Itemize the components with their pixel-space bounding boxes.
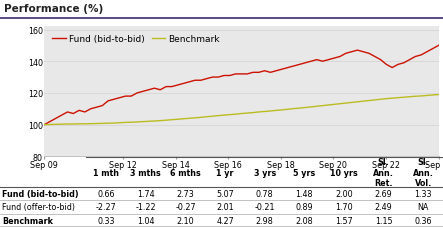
Text: Fund (offer-to-bid): Fund (offer-to-bid) [2, 202, 75, 211]
Text: Sl.
Ann.
Ret.: Sl. Ann. Ret. [373, 158, 394, 187]
Text: 2.49: 2.49 [375, 202, 392, 211]
Text: 2.98: 2.98 [256, 216, 274, 225]
Text: Performance (%): Performance (%) [4, 4, 104, 14]
Fund (bid-to-bid) [94, 106, 99, 109]
Line: Fund (bid-to-bid): Fund (bid-to-bid) [44, 46, 439, 125]
Text: 1.74: 1.74 [137, 189, 155, 198]
Benchmark [42, 124, 47, 126]
Text: -2.27: -2.27 [96, 202, 117, 211]
Text: 10 yrs: 10 yrs [330, 168, 358, 177]
Text: 3 yrs: 3 yrs [253, 168, 276, 177]
Fund (bid-to-bid) [169, 86, 175, 89]
Benchmark [117, 122, 122, 125]
Fund (bid-to-bid) [70, 113, 76, 115]
Fund (bid-to-bid) [436, 45, 441, 47]
Text: -0.27: -0.27 [175, 202, 196, 211]
Text: 4.27: 4.27 [216, 216, 234, 225]
Text: 1 yr: 1 yr [216, 168, 234, 177]
Fund (bid-to-bid) [175, 84, 180, 87]
Text: 0.33: 0.33 [97, 216, 115, 225]
Benchmark [268, 110, 273, 113]
Text: 2.00: 2.00 [335, 189, 353, 198]
Text: 2.10: 2.10 [177, 216, 194, 225]
Text: NA: NA [417, 202, 429, 211]
Text: Sl.
Ann.
Vol.: Sl. Ann. Vol. [413, 158, 434, 187]
Text: 1.48: 1.48 [295, 189, 313, 198]
Text: 6 mths: 6 mths [170, 168, 201, 177]
Benchmark [436, 94, 441, 96]
Text: 2.08: 2.08 [295, 216, 313, 225]
Text: 1 mth: 1 mth [93, 168, 119, 177]
Text: 1.15: 1.15 [375, 216, 392, 225]
Text: 0.89: 0.89 [295, 202, 313, 211]
Text: -1.22: -1.22 [136, 202, 156, 211]
Text: 0.36: 0.36 [415, 216, 432, 225]
Text: -0.21: -0.21 [254, 202, 275, 211]
Benchmark [169, 119, 175, 121]
Benchmark [175, 118, 180, 121]
Text: Benchmark: Benchmark [2, 216, 53, 225]
Text: 2.01: 2.01 [216, 202, 234, 211]
Text: 0.66: 0.66 [97, 189, 115, 198]
Text: 2.73: 2.73 [177, 189, 194, 198]
Benchmark [70, 123, 76, 126]
Fund (bid-to-bid) [268, 72, 273, 74]
Text: 5.07: 5.07 [216, 189, 234, 198]
Text: 2.69: 2.69 [375, 189, 392, 198]
Fund (bid-to-bid) [42, 124, 47, 126]
Benchmark [94, 123, 99, 125]
Text: 1.70: 1.70 [335, 202, 353, 211]
Text: 5 yrs: 5 yrs [293, 168, 315, 177]
Legend: Fund (bid-to-bid), Benchmark: Fund (bid-to-bid), Benchmark [49, 32, 223, 48]
Fund (bid-to-bid) [117, 97, 122, 100]
Text: 3 mths: 3 mths [130, 168, 161, 177]
Line: Benchmark: Benchmark [44, 95, 439, 125]
Text: 1.33: 1.33 [415, 189, 432, 198]
Text: 1.57: 1.57 [335, 216, 353, 225]
Text: Fund (bid-to-bid): Fund (bid-to-bid) [2, 189, 79, 198]
Text: 0.78: 0.78 [256, 189, 273, 198]
Text: 1.04: 1.04 [137, 216, 155, 225]
